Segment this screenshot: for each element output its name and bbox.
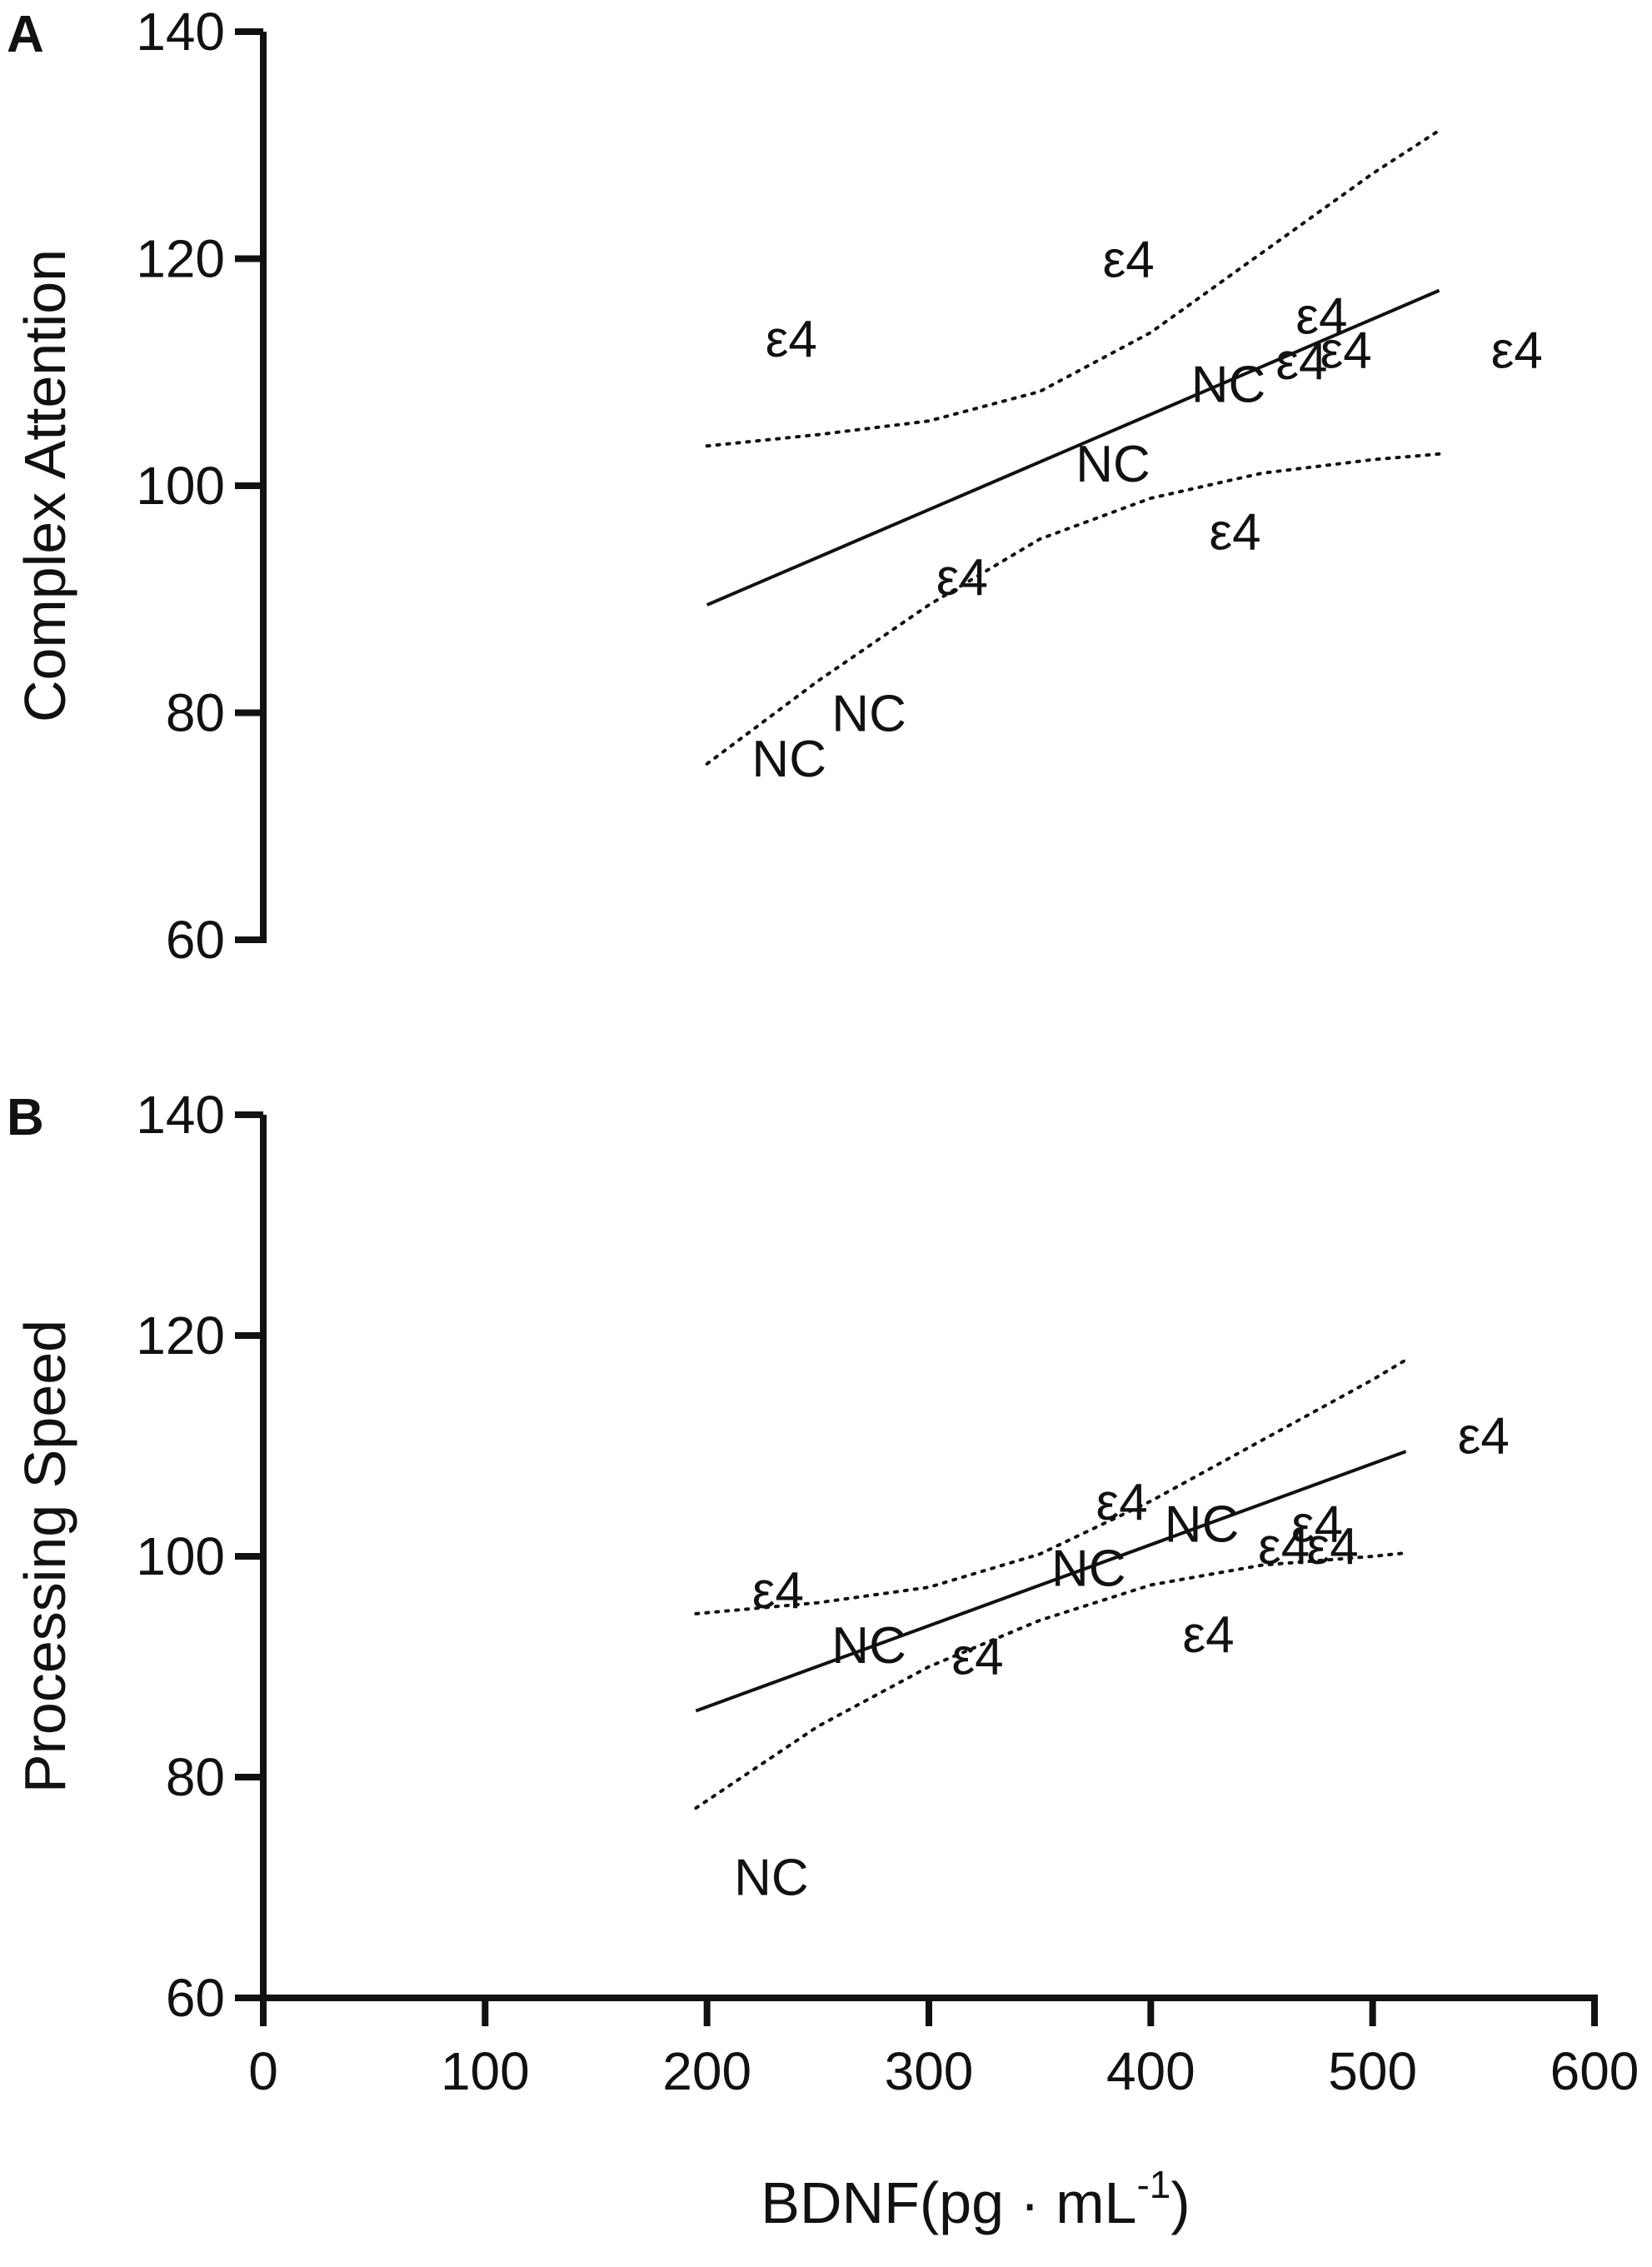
x-tick-label: 100 (441, 2041, 530, 2101)
data-point-e4: ε4 (952, 1628, 1004, 1685)
data-point-nc: NC (734, 1849, 809, 1906)
y-tick-label: 60 (166, 910, 225, 970)
data-point-e4: ε4 (1307, 1518, 1359, 1575)
data-point-nc: NC (1165, 1496, 1240, 1553)
x-axis-title-end: ) (1170, 2170, 1190, 2235)
data-point-nc: NC (831, 1617, 906, 1675)
data-point-e4: ε4 (1491, 322, 1543, 380)
y-axis-title: Processing Speed (12, 1320, 77, 1793)
data-point-nc: NC (1076, 436, 1150, 493)
y-tick-label: 120 (136, 1306, 225, 1366)
y-tick-label: 140 (136, 1085, 225, 1145)
data-point-nc: NC (1191, 356, 1266, 413)
y-tick-label: 140 (136, 2, 225, 62)
data-point-e4: ε4 (1096, 1474, 1148, 1531)
ci-upper-band (694, 1358, 1408, 1615)
x-tick-label: 0 (248, 2041, 278, 2101)
data-point-e4: ε4 (1458, 1407, 1510, 1465)
data-point-e4: ε4 (1320, 322, 1372, 380)
regression-line (706, 288, 1440, 607)
x-tick-label: 400 (1106, 2041, 1195, 2101)
data-point-e4: ε4 (936, 549, 988, 607)
panel-letter: A (7, 6, 44, 63)
data-point-e4: ε4 (1258, 1518, 1310, 1575)
panel-b: B 60 80 100 120 140 Processing Speed 0 100 200 300… (7, 1085, 1639, 2235)
panel-letter: B (7, 1089, 44, 1146)
y-tick-label: 100 (136, 456, 225, 516)
x-axis-title-superscript: -1 (1136, 2163, 1170, 2206)
data-point-e4: ε4 (1183, 1606, 1235, 1664)
y-axis-title: Complex Attention (12, 249, 77, 722)
regression-line (695, 1450, 1407, 1713)
data-point-e4: ε4 (1275, 333, 1327, 391)
x-tick-label: 500 (1328, 2041, 1417, 2101)
y-tick-label: 80 (166, 683, 225, 743)
x-tick-label: 200 (662, 2041, 751, 2101)
data-point-nc: NC (751, 731, 826, 788)
data-point-nc: NC (1051, 1540, 1126, 1597)
ci-upper-band (705, 128, 1441, 448)
data-point-nc: NC (831, 686, 906, 743)
y-tick-label: 120 (136, 229, 225, 289)
data-point-e4: ε4 (1103, 232, 1155, 289)
x-tick-label: 600 (1550, 2041, 1640, 2101)
ci-lower-band (694, 1551, 1408, 1810)
data-point-e4: ε4 (1209, 504, 1260, 562)
data-point-e4: ε4 (766, 311, 817, 368)
x-tick-label: 300 (885, 2041, 974, 2101)
data-point-e4: ε4 (752, 1562, 804, 1620)
y-tick-label: 60 (166, 1968, 225, 2028)
ci-lower-band (705, 452, 1441, 766)
x-axis-title: BDNF(pg · mL-1) (761, 2163, 1190, 2235)
data-point-e4: ε4 (1295, 288, 1347, 346)
data-point-e4: ε4 (1291, 1496, 1343, 1553)
y-tick-label: 80 (166, 1747, 225, 1807)
x-axis-title-main: BDNF(pg · mL (761, 2170, 1136, 2235)
y-tick-label: 100 (136, 1526, 225, 1586)
